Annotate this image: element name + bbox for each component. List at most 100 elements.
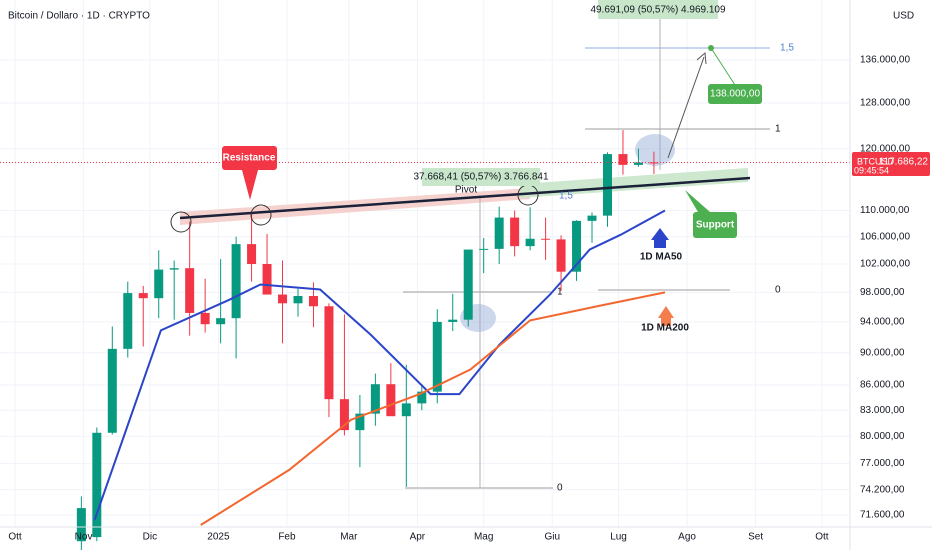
y-tick-label: 74.200,00 — [860, 484, 905, 495]
y-tick-label: 80.000,00 — [860, 431, 905, 442]
candle-body — [649, 162, 659, 164]
pivot-circle — [250, 204, 272, 226]
callout-pointer — [242, 170, 258, 200]
measure-label: 49.691,09 (50,57%) 4.969.109 — [590, 5, 726, 16]
y-tick-label: 71.600,00 — [860, 510, 905, 521]
candle-body — [262, 264, 272, 295]
connector — [710, 47, 736, 86]
arrow-head — [696, 51, 707, 65]
fib-label: 1 — [775, 124, 781, 135]
measure-box — [598, 0, 718, 19]
plot — [0, 130, 850, 552]
resistance-label: Resistance — [223, 153, 276, 164]
y-tick-label: 110.000,00 — [860, 205, 910, 216]
fib-label: 1,5 — [780, 43, 794, 54]
target-dot — [708, 45, 714, 51]
x-tick-label: Ago — [678, 532, 696, 543]
arrow — [667, 56, 705, 159]
candle-body — [510, 217, 520, 247]
x-tick-label: Mag — [474, 532, 493, 543]
y-tick-label: 90.000,00 — [860, 347, 905, 358]
candle-body — [370, 384, 380, 414]
candle-body — [386, 384, 396, 417]
candle-body — [463, 249, 473, 320]
arrow-head — [651, 228, 669, 240]
currency: USD — [893, 11, 914, 22]
candle-body — [278, 294, 288, 304]
x-tick-label: 2025 — [207, 532, 230, 543]
price-badge — [852, 152, 930, 176]
candle-body — [479, 248, 489, 250]
candle-body — [154, 269, 164, 299]
candle-body — [169, 268, 179, 270]
candle-body — [633, 162, 643, 165]
target-label: 138.000,00 — [710, 89, 760, 100]
x-tick-label: Nov — [75, 532, 93, 543]
measure-label: 37.668,41 (50,57%) 3.766.841 — [413, 172, 549, 183]
candle-body — [448, 319, 458, 322]
last-price: 117.686,22 — [879, 157, 929, 168]
y-tick-label: 77.000,00 — [860, 458, 905, 469]
ma-line — [93, 209, 666, 521]
y-tick-label: 83.000,00 — [860, 405, 905, 416]
y-tick-label: 136.000,00 — [860, 55, 910, 66]
y-tick-label: 102.000,00 — [860, 259, 910, 270]
candle-body — [339, 399, 349, 431]
price-axis: 136.000,00 128.000,00 120.000,00 110.000,00… — [8, 55, 910, 543]
candle-body — [138, 293, 148, 299]
candle-body — [200, 312, 210, 325]
candle-body — [525, 238, 535, 247]
candle-body — [494, 217, 504, 249]
symbol: BTCUSD — [857, 156, 895, 166]
callout-pointer — [685, 190, 710, 212]
candle-body — [417, 391, 427, 404]
fib-label: 1 — [557, 287, 563, 298]
candle-body — [185, 268, 195, 313]
y-tick-label: 94.000,00 — [860, 317, 905, 328]
x-tick-label: Ott — [815, 532, 829, 543]
fib-label: 0 — [557, 483, 563, 494]
x-tick-label: Apr — [410, 532, 426, 543]
callout — [222, 146, 277, 170]
ma-line — [200, 291, 666, 526]
arrow-body — [654, 240, 666, 248]
target-box — [708, 84, 762, 104]
pivot-circle — [170, 211, 192, 233]
candle-body — [618, 154, 628, 165]
y-tick-label: 128.000,00 — [860, 98, 910, 109]
y-tick-label: 86.000,00 — [860, 380, 905, 391]
fib-label: 0 — [775, 285, 781, 296]
ma50-label: 1D MA50 — [640, 252, 683, 263]
candle-body — [293, 296, 303, 304]
arrow-body — [661, 318, 671, 326]
candle-body — [541, 238, 551, 240]
highlight — [635, 134, 675, 166]
candle-body — [602, 154, 612, 216]
x-tick-label: Mar — [340, 532, 358, 543]
candle-body — [556, 239, 566, 272]
ma200-label: 1D MA200 — [641, 323, 689, 334]
candle-body — [355, 413, 365, 431]
trendline — [179, 176, 751, 220]
candle-body — [247, 244, 257, 265]
candle-body — [231, 244, 241, 319]
candle-body — [587, 215, 597, 221]
chart-title: Bitcoin / Dollaro · 1D · CRYPTO — [8, 11, 150, 22]
candle-body — [324, 306, 334, 400]
callout — [693, 212, 737, 238]
countdown: 09:45:54 — [854, 165, 889, 175]
y-tick-label: 106.000,00 — [860, 231, 910, 242]
grid — [0, 0, 850, 527]
candle-body — [432, 321, 442, 392]
candle-body — [92, 432, 102, 538]
measure-box — [422, 168, 540, 186]
fib-label: 1,5 — [559, 191, 573, 202]
support-label: Support — [696, 220, 735, 231]
candle-body — [76, 508, 86, 542]
y-tick-label: 120.000,00 — [860, 143, 910, 154]
candle-body — [123, 293, 133, 349]
x-tick-label: Dic — [143, 532, 157, 543]
candle-body — [401, 403, 411, 417]
candle-body — [107, 348, 117, 433]
